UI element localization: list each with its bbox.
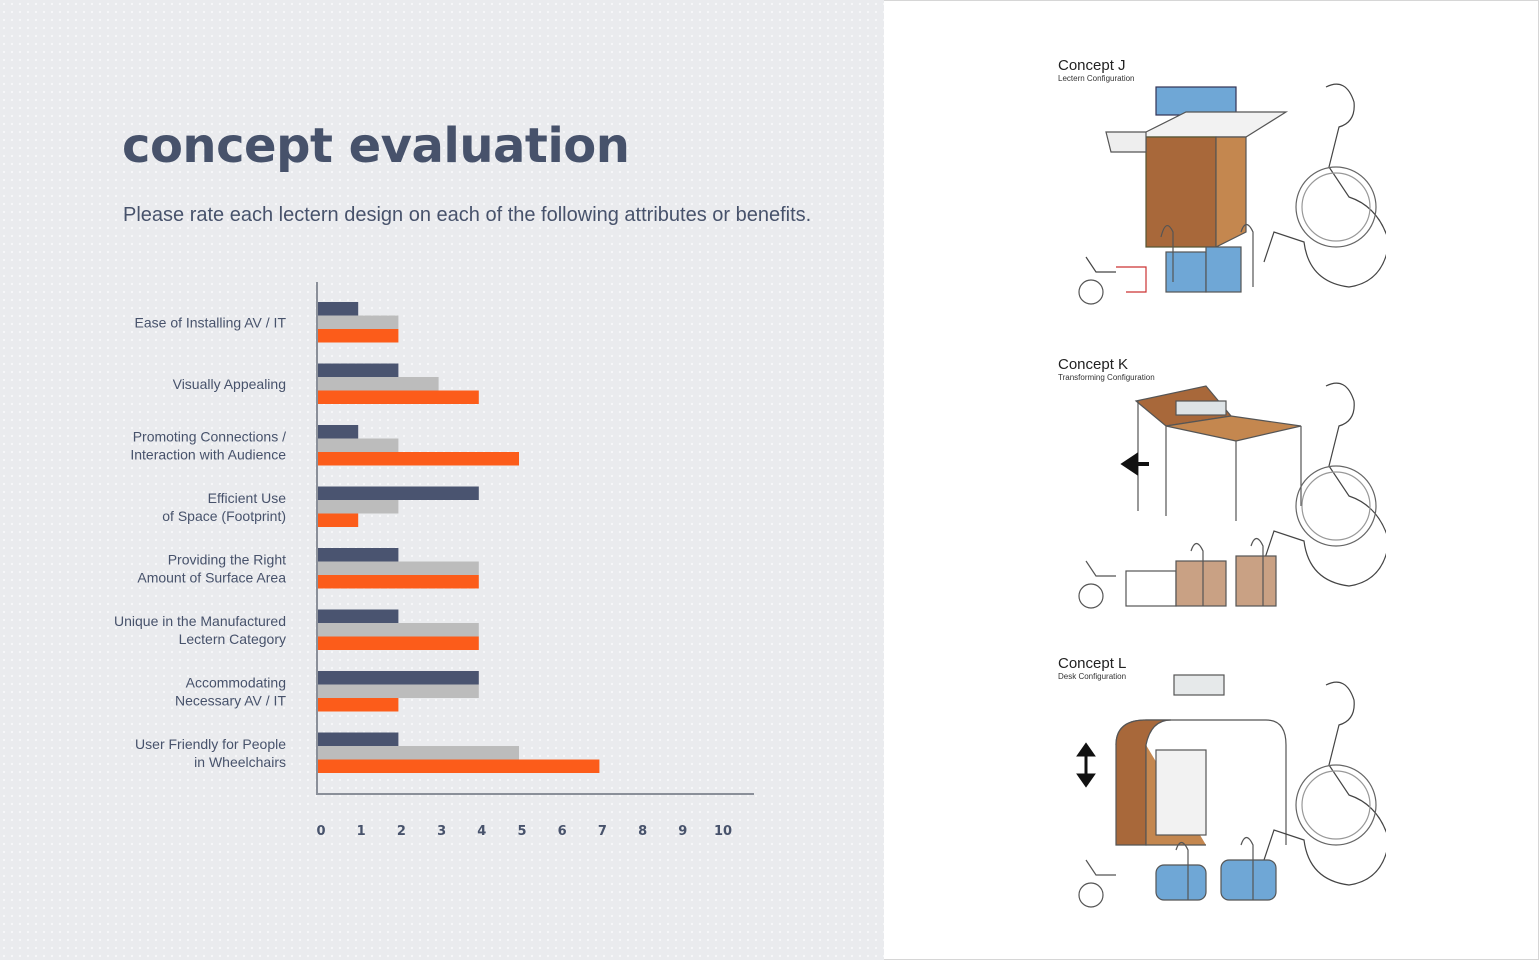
bar-series3-cat5 bbox=[318, 575, 479, 589]
x-tick-label: 10 bbox=[714, 824, 732, 839]
bar-series3-cat1 bbox=[318, 329, 399, 343]
category-label: Promoting Connections / bbox=[133, 428, 286, 444]
category-label: of Space (Footprint) bbox=[162, 508, 286, 524]
concept-j-config: Lectern Configuration bbox=[1058, 74, 1135, 83]
category-label: Lectern Category bbox=[179, 631, 286, 647]
x-tick-label: 9 bbox=[678, 824, 687, 839]
desk-sketch-icon bbox=[1076, 674, 1386, 908]
bar-series1-cat5 bbox=[318, 548, 399, 562]
category-label: Providing the Right bbox=[168, 551, 286, 567]
concept-k-card: Concept K Transforming Configuration bbox=[1056, 356, 1386, 616]
bar-series1-cat6 bbox=[318, 609, 399, 623]
x-tick-label: 7 bbox=[598, 824, 607, 839]
category-label: Necessary AV / IT bbox=[175, 692, 286, 708]
bar-series3-cat4 bbox=[318, 513, 359, 527]
bar-series3-cat6 bbox=[318, 636, 479, 650]
concept-k-config: Transforming Configuration bbox=[1058, 373, 1155, 382]
x-tick-label: 4 bbox=[477, 824, 486, 839]
page-subtitle: Please rate each lectern design on each … bbox=[123, 204, 812, 226]
bar-series1-cat3 bbox=[318, 425, 359, 439]
category-label: Visually Appealing bbox=[173, 376, 286, 392]
concept-j-card: Concept J Lectern Configuration bbox=[1056, 57, 1386, 317]
bar-series1-cat7 bbox=[318, 671, 479, 685]
bar-series3-cat3 bbox=[318, 452, 519, 466]
concept-l-title: Concept L bbox=[1058, 655, 1127, 672]
bar-series3-cat7 bbox=[318, 698, 399, 712]
page-title: concept evaluation bbox=[122, 118, 630, 174]
category-label: Unique in the Manufactured bbox=[114, 613, 286, 629]
evaluation-panel: concept evaluation Please rate each lect… bbox=[0, 0, 884, 960]
category-label: User Friendly for People bbox=[135, 736, 286, 752]
category-label: Amount of Surface Area bbox=[137, 569, 286, 585]
x-tick-label: 5 bbox=[517, 824, 526, 839]
x-tick-label: 8 bbox=[638, 824, 647, 839]
concept-l-config: Desk Configuration bbox=[1058, 672, 1127, 681]
bar-series2-cat1 bbox=[318, 315, 399, 329]
transforming-desk-sketch-icon bbox=[1078, 382, 1386, 609]
concept-j-title: Concept J bbox=[1058, 57, 1126, 74]
bar-series2-cat2 bbox=[318, 377, 439, 391]
lectern-sketch-icon bbox=[1078, 83, 1386, 305]
bar-series1-cat1 bbox=[318, 302, 359, 316]
concepts-panel: Concept J Lectern Configuration Conce bbox=[884, 0, 1539, 960]
x-tick-label: 2 bbox=[397, 824, 406, 839]
bar-series3-cat2 bbox=[318, 390, 479, 404]
x-tick-label: 3 bbox=[437, 824, 446, 839]
x-tick-label: 1 bbox=[357, 824, 366, 839]
category-label: in Wheelchairs bbox=[194, 754, 286, 770]
concept-l-card: Concept L Desk Configuration bbox=[1056, 655, 1386, 915]
bar-series1-cat2 bbox=[318, 363, 399, 377]
bar-series2-cat8 bbox=[318, 746, 519, 760]
category-label: Accommodating bbox=[186, 674, 286, 690]
bar-series1-cat8 bbox=[318, 732, 399, 746]
category-label: Interaction with Audience bbox=[130, 446, 286, 462]
bar-series3-cat8 bbox=[318, 759, 600, 773]
bar-series2-cat3 bbox=[318, 438, 399, 452]
x-tick-label: 0 bbox=[316, 824, 325, 839]
category-label: Ease of Installing AV / IT bbox=[135, 314, 287, 330]
bar-series2-cat7 bbox=[318, 684, 479, 698]
bar-series1-cat4 bbox=[318, 486, 479, 500]
concept-k-title: Concept K bbox=[1058, 356, 1129, 373]
ratings-bar-chart: Ease of Installing AV / IT Visually Appea… bbox=[114, 282, 754, 839]
bar-series2-cat4 bbox=[318, 500, 399, 514]
category-label: Efficient Use bbox=[208, 490, 287, 506]
x-tick-label: 6 bbox=[558, 824, 567, 839]
bar-series2-cat5 bbox=[318, 561, 479, 575]
bar-series2-cat6 bbox=[318, 623, 479, 637]
